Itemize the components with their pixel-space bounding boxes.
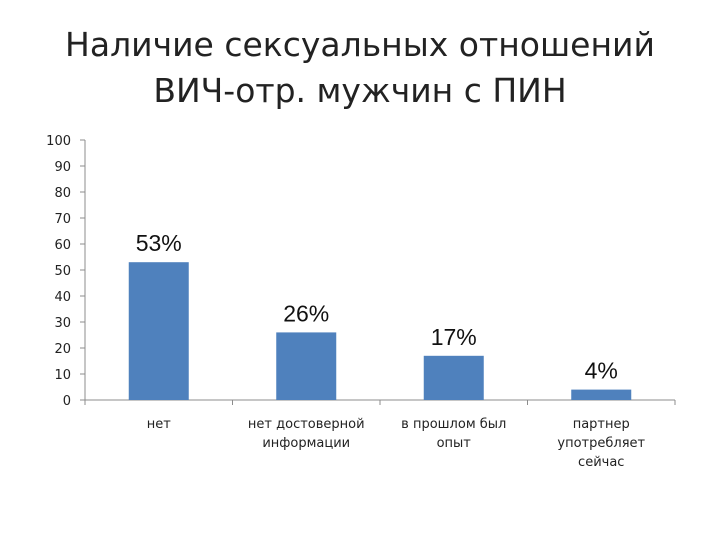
data-label: 53% (136, 230, 182, 256)
y-tick-label: 10 (54, 368, 71, 383)
y-tick-label: 90 (54, 160, 71, 175)
chart-title-line-2: ВИЧ-отр. мужчин с ПИН (153, 71, 567, 110)
y-tick-label: 30 (54, 316, 71, 331)
x-category-label: в прошлом был (401, 417, 506, 432)
y-tick-label: 40 (54, 290, 71, 305)
data-label: 26% (283, 300, 329, 326)
bar (276, 332, 337, 400)
data-label: 4% (585, 358, 618, 384)
bar (423, 355, 484, 400)
chart-title-line-1: Наличие сексуальных отношений (65, 25, 655, 64)
y-tick-label: 80 (54, 186, 71, 201)
x-category-label: сейчас (578, 455, 624, 470)
bar (128, 262, 189, 400)
y-tick-label: 50 (54, 264, 71, 279)
y-tick-label: 0 (63, 394, 71, 409)
bar (571, 389, 632, 400)
y-tick-label: 100 (46, 134, 71, 149)
chart-title: Наличие сексуальных отношений ВИЧ-отр. м… (0, 22, 720, 114)
y-tick-label: 60 (54, 238, 71, 253)
x-category-label: нет достоверной (248, 417, 365, 432)
data-label: 17% (431, 324, 477, 350)
x-category-label: опыт (437, 436, 472, 451)
y-tick-label: 20 (54, 342, 71, 357)
x-category-label: нет (147, 417, 171, 432)
x-category-label: употребляет (557, 436, 645, 451)
x-category-label: информации (262, 436, 350, 451)
x-category-label: партнер (573, 417, 630, 432)
y-tick-label: 70 (54, 212, 71, 227)
